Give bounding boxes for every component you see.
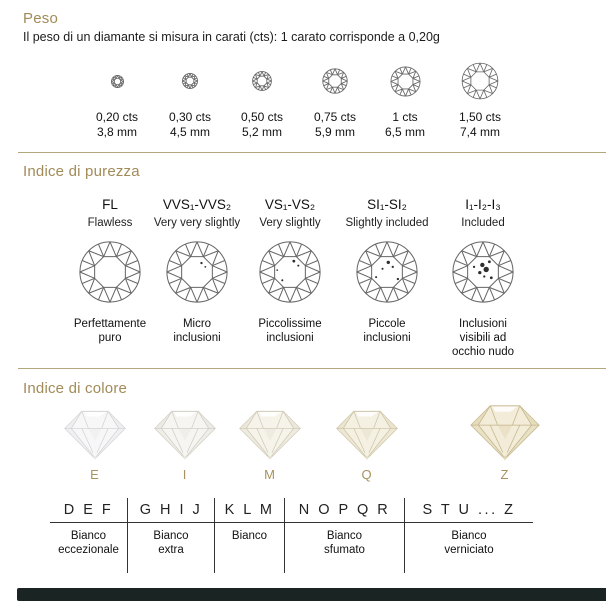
- scale-column: K L M Bianco: [215, 498, 285, 573]
- clarity-name: Flawless: [87, 217, 133, 229]
- scale-column: S T U ... Z Bianco verniciato: [405, 498, 533, 573]
- diamond-topview-icon: [110, 74, 124, 88]
- peso-subtitle: Il peso di un diamante si misura in cara…: [23, 30, 440, 44]
- clarity-name: Slightly included: [345, 217, 429, 229]
- color-grade-letter: E: [90, 467, 100, 482]
- scale-letters: G H I J: [128, 498, 214, 523]
- color-grade-letter: M: [264, 467, 276, 482]
- diamond-photo-icon: [468, 402, 542, 463]
- section-title-peso: Peso: [23, 10, 58, 27]
- clarity-description: Piccole inclusioni: [363, 318, 411, 344]
- clarity-code: VVS₁-VVS₂: [162, 197, 232, 212]
- color-grade-letter: I: [182, 467, 188, 482]
- weight-label: 0,30 cts 4,5 mm: [145, 110, 235, 140]
- diameter-value: 3,8 mm: [96, 125, 137, 139]
- section-divider: [18, 152, 606, 153]
- diameter-value: 6,5 mm: [384, 125, 425, 139]
- scale-label: Bianco extra: [153, 530, 189, 556]
- scale-column: D E F Bianco eccezionale: [50, 498, 128, 573]
- weight-label: 0,20 cts 3,8 mm: [72, 110, 162, 140]
- diamond-topview-icon: [322, 68, 348, 94]
- diamond-topview-icon: [182, 73, 198, 89]
- clarity-name: Very very slightly: [153, 217, 241, 229]
- carat-value: 0,75 cts: [313, 110, 357, 124]
- diameter-value: 7,4 mm: [459, 125, 500, 139]
- scale-label: Bianco sfumato: [324, 530, 365, 556]
- scale-letters: D E F: [50, 498, 127, 523]
- carat-value: 1 cts: [392, 110, 418, 124]
- weight-label: 0,50 cts 5,2 mm: [217, 110, 307, 140]
- section-title-purezza: Indice di purezza: [23, 163, 140, 180]
- color-grade-letter: Z: [500, 467, 510, 482]
- weight-labels-row: 0,20 cts 3,8 mm 0,30 cts 4,5 mm 0,50 cts…: [0, 110, 606, 144]
- clarity-grade: I₁-I₂-I₃ Included: [418, 197, 548, 230]
- weight-label: 1,50 cts 7,4 mm: [435, 110, 525, 140]
- diameter-value: 5,9 mm: [314, 125, 355, 139]
- carat-value: 0,30 cts: [168, 110, 212, 124]
- diamond-photo-icon: [237, 408, 303, 462]
- diamond-topview-icon: [390, 66, 421, 97]
- diamond-topview-si-icon: [355, 240, 419, 304]
- diamond-topview-flawless-icon: [78, 240, 142, 304]
- diameter-value: 4,5 mm: [169, 125, 210, 139]
- weight-diamonds-row: [0, 57, 606, 105]
- section-divider: [18, 368, 606, 369]
- diamond-topview-vvs-icon: [165, 240, 229, 304]
- carat-value: 0,20 cts: [95, 110, 139, 124]
- diamond-photo-icon: [334, 408, 400, 462]
- clarity-description: Piccolissime inclusioni: [258, 318, 322, 344]
- clarity-grade: VVS₁-VVS₂ Very very slightly: [132, 197, 262, 230]
- scale-letters: N O P Q R: [285, 498, 404, 523]
- clarity-code: FL: [102, 197, 118, 212]
- scale-label: Bianco eccezionale: [58, 530, 119, 556]
- clarity-name: Very slightly: [259, 217, 321, 229]
- scale-column: G H I J Bianco extra: [128, 498, 215, 573]
- clarity-code: I₁-I₂-I₃: [465, 197, 501, 212]
- diamond-topview-vs-icon: [258, 240, 322, 304]
- scale-label: Bianco: [231, 530, 268, 542]
- clarity-description: Inclusioni visibili ad occhio nudo: [451, 318, 515, 358]
- carat-value: 1,50 cts: [458, 110, 502, 124]
- color-scale-table: D E F Bianco eccezionale G H I J Bianco …: [50, 498, 533, 573]
- scale-column: N O P Q R Bianco sfumato: [285, 498, 405, 573]
- clarity-code: SI₁-SI₂: [367, 197, 407, 212]
- clarity-description: Perfettamente puro: [73, 318, 147, 344]
- diamond-photo-icon: [152, 408, 218, 462]
- carat-value: 0,50 cts: [240, 110, 284, 124]
- weight-label: 1 cts 6,5 mm: [360, 110, 450, 140]
- scale-letters: K L M: [215, 498, 284, 523]
- clarity-grade: VS₁-VS₂ Very slightly: [225, 197, 355, 230]
- clarity-description: Micro inclusioni: [173, 318, 221, 344]
- diamond-photo-icon: [62, 408, 128, 462]
- scale-letters: S T U ... Z: [405, 498, 533, 523]
- clarity-name: Included: [461, 217, 505, 229]
- diamond-topview-icon: [252, 71, 272, 91]
- color-diamonds-row: [0, 400, 606, 464]
- weight-label: 0,75 cts 5,9 mm: [290, 110, 380, 140]
- clarity-grade: SI₁-SI₂ Slightly included: [322, 197, 452, 230]
- clarity-grade: FL Flawless: [45, 197, 175, 230]
- color-grade-letter: Q: [361, 467, 373, 482]
- section-title-colore: Indice di colore: [23, 380, 128, 397]
- scale-label: Bianco verniciato: [444, 530, 494, 556]
- diamond-topview-included-icon: [451, 240, 515, 304]
- footer-bar: [17, 588, 606, 601]
- diamond-topview-icon: [461, 62, 499, 100]
- clarity-code: VS₁-VS₂: [264, 197, 316, 212]
- diameter-value: 5,2 mm: [241, 125, 282, 139]
- clarity-diamonds-row: [0, 240, 606, 306]
